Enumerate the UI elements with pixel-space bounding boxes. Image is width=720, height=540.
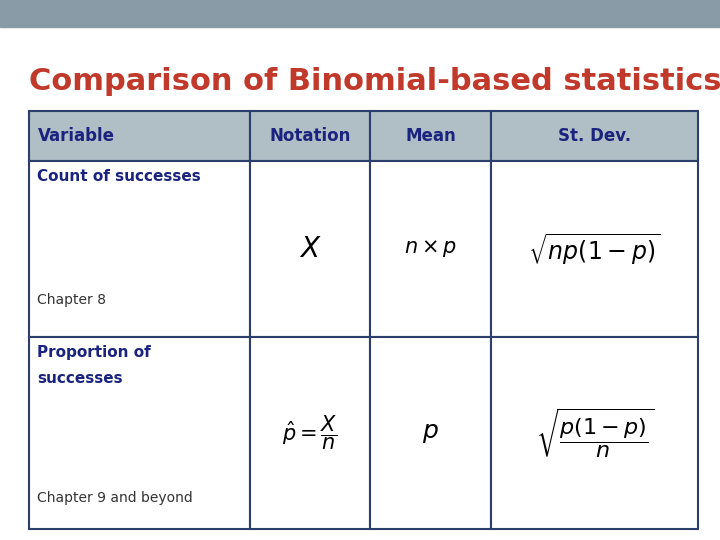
Text: $n \times p$: $n \times p$ — [404, 238, 457, 259]
Text: Chapter 8: Chapter 8 — [37, 293, 107, 307]
Text: Proportion of: Proportion of — [37, 345, 151, 360]
Text: successes: successes — [37, 370, 123, 386]
Text: $\sqrt{\dfrac{p(1-p)}{n}}$: $\sqrt{\dfrac{p(1-p)}{n}}$ — [536, 406, 654, 460]
Text: Mean: Mean — [405, 127, 456, 145]
Text: Chapter 9 and beyond: Chapter 9 and beyond — [37, 491, 193, 505]
Text: Comparison of Binomial-based statistics: Comparison of Binomial-based statistics — [29, 68, 720, 97]
Text: Count of successes: Count of successes — [37, 169, 201, 184]
Text: $p$: $p$ — [422, 421, 439, 445]
Text: $\sqrt{np(1-p)}$: $\sqrt{np(1-p)}$ — [528, 231, 661, 267]
Text: Notation: Notation — [269, 127, 351, 145]
Text: Variable: Variable — [37, 127, 114, 145]
Text: $\hat{p} = \dfrac{X}{n}$: $\hat{p} = \dfrac{X}{n}$ — [282, 414, 338, 452]
Text: $X$: $X$ — [299, 235, 321, 263]
Text: St. Dev.: St. Dev. — [558, 127, 631, 145]
